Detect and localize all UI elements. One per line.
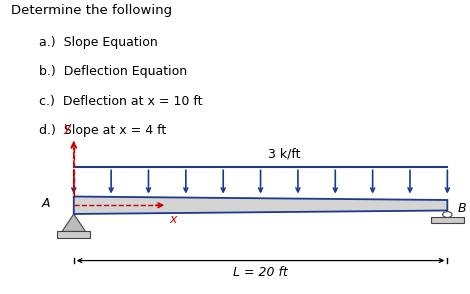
Polygon shape xyxy=(57,231,90,238)
Text: B: B xyxy=(458,202,466,215)
Text: c.)  Deflection at x = 10 ft: c.) Deflection at x = 10 ft xyxy=(39,95,202,108)
Text: L = 20 ft: L = 20 ft xyxy=(233,266,288,279)
Text: d.)  Slope at x = 4 ft: d.) Slope at x = 4 ft xyxy=(39,124,166,137)
Polygon shape xyxy=(74,196,447,214)
Text: x: x xyxy=(170,213,177,225)
Text: Determine the following: Determine the following xyxy=(11,4,172,17)
Text: a.)  Slope Equation: a.) Slope Equation xyxy=(39,36,157,49)
Text: 3 k/ft: 3 k/ft xyxy=(267,147,300,160)
Polygon shape xyxy=(431,218,464,223)
Text: y: y xyxy=(63,121,70,134)
Text: A: A xyxy=(42,197,50,210)
Text: b.)  Deflection Equation: b.) Deflection Equation xyxy=(39,66,187,78)
Circle shape xyxy=(443,212,452,218)
Polygon shape xyxy=(62,214,86,231)
